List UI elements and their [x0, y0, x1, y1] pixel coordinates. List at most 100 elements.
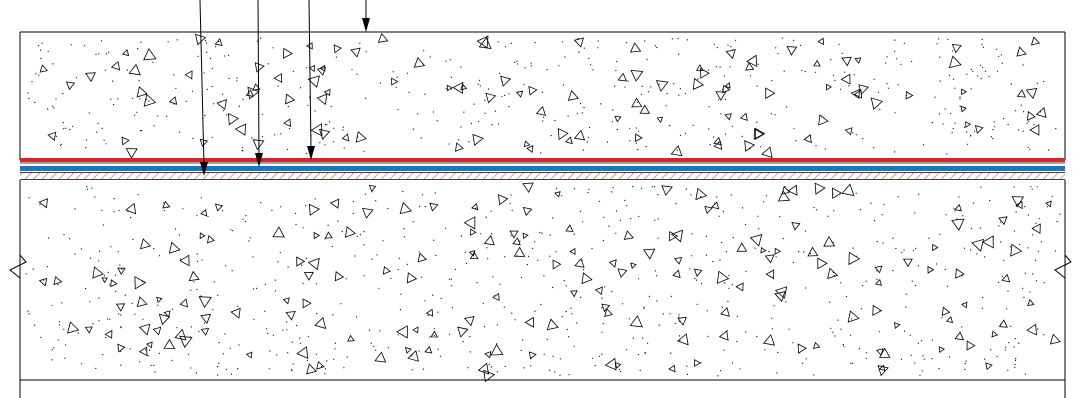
aggregate-dot [678, 320, 680, 322]
aggregate-triangle [285, 93, 296, 105]
aggregate-dot [588, 127, 591, 129]
aggregate-dot [70, 44, 72, 46]
aggregate-dot [777, 351, 779, 353]
aggregate-triangle [455, 142, 464, 152]
aggregate-dot [357, 136, 359, 138]
aggregate-dot [229, 347, 231, 349]
aggregate-dot [334, 348, 336, 350]
aggregate-dot [530, 365, 532, 367]
aggregate-dot [938, 113, 941, 115]
aggregate-dot [876, 270, 878, 272]
aggregate-triangle [319, 64, 326, 72]
aggregate-dot [211, 85, 213, 88]
aggregate-dot [197, 55, 199, 57]
aggregate-dot [190, 326, 192, 328]
aggregate-dot [496, 343, 498, 345]
aggregate-dot [721, 241, 723, 244]
aggregate-dot [403, 236, 405, 238]
aggregate-dot [167, 41, 169, 43]
aggregate-dot [550, 135, 552, 137]
aggregate-dot [157, 304, 159, 306]
aggregate-dot [530, 62, 532, 64]
aggregate-dot [342, 129, 344, 131]
aggregate-dot [445, 88, 447, 90]
aggregate-dot [342, 126, 344, 128]
aggregate-dot [352, 200, 354, 203]
aggregate-dot [862, 138, 864, 140]
aggregate-dot [465, 262, 468, 265]
aggregate-dot [485, 216, 487, 218]
aggregate-dot [741, 207, 744, 209]
aggregate-dot [195, 372, 198, 374]
aggregate-dot [756, 335, 758, 338]
aggregate-dot [158, 352, 160, 354]
aggregate-dot [153, 364, 155, 366]
aggregate-triangle [736, 242, 748, 252]
aggregate-dot [979, 227, 981, 229]
aggregate-triangle [417, 252, 428, 263]
aggregate-dot [176, 39, 178, 41]
aggregate-dot [166, 206, 168, 208]
aggregate-dot [196, 288, 198, 291]
aggregate-dot [881, 214, 883, 216]
aggregate-dot [52, 105, 54, 107]
aggregate-dot [730, 46, 732, 48]
aggregate-dot [204, 40, 207, 42]
aggregate-triangle [138, 323, 151, 336]
aggregate-dot [981, 297, 984, 299]
aggregate-dot [141, 281, 143, 283]
aggregate-dot [113, 103, 115, 106]
aggregate-triangle [765, 87, 776, 100]
aggregate-dot [316, 283, 318, 285]
aggregate-dot [967, 143, 969, 145]
aggregate-dot [1026, 122, 1028, 124]
aggregate-dot [207, 215, 209, 217]
aggregate-dot [580, 296, 582, 298]
aggregate-dot [865, 352, 868, 354]
aggregate-triangle [252, 83, 261, 91]
aggregate-dot [198, 330, 200, 333]
aggregate-triangle [745, 62, 755, 71]
aggregate-dot [615, 210, 618, 212]
aggregate-dot [723, 349, 725, 351]
aggregate-triangle [498, 194, 509, 206]
aggregate-dot [464, 251, 466, 253]
aggregate-dot [88, 112, 90, 114]
right-break-symbol [1054, 254, 1072, 279]
aggregate-dot [264, 283, 266, 285]
aggregate-dot [95, 53, 97, 56]
aggregate-triangle [39, 64, 49, 73]
aggregate-dot [635, 127, 637, 129]
aggregate-triangle [477, 362, 490, 375]
aggregate-triangle [1045, 200, 1052, 208]
aggregate-dot [92, 323, 94, 325]
aggregate-dot [771, 80, 773, 82]
aggregate-dot [356, 235, 358, 237]
aggregate-triangle [774, 247, 782, 255]
aggregate-dot [496, 324, 498, 326]
aggregate-dot [1032, 234, 1034, 236]
aggregate-dot [113, 211, 115, 213]
aggregate-dot [792, 342, 794, 344]
aggregate-dot [287, 106, 289, 108]
aggregate-triangle [960, 105, 967, 113]
aggregate-dot [153, 125, 155, 127]
leader-arrow-4 [362, 0, 370, 32]
aggregate-dot [1046, 206, 1048, 208]
aggregate-dot [454, 268, 456, 270]
aggregate-triangle [872, 304, 883, 316]
aggregate-dot [185, 100, 187, 102]
aggregate-dot [238, 344, 240, 346]
aggregate-dot [232, 230, 234, 232]
aggregate-triangle [324, 231, 333, 239]
aggregate-dot [343, 367, 345, 369]
aggregate-dot [251, 137, 253, 139]
aggregate-dot [830, 327, 832, 329]
aggregate-dot [832, 271, 835, 273]
aggregate-dot [272, 47, 274, 49]
aggregate-triangle [567, 90, 580, 101]
aggregate-dot [541, 91, 544, 93]
aggregate-dot [973, 130, 976, 132]
aggregate-triangle [764, 254, 775, 264]
aggregate-dot [954, 87, 956, 89]
